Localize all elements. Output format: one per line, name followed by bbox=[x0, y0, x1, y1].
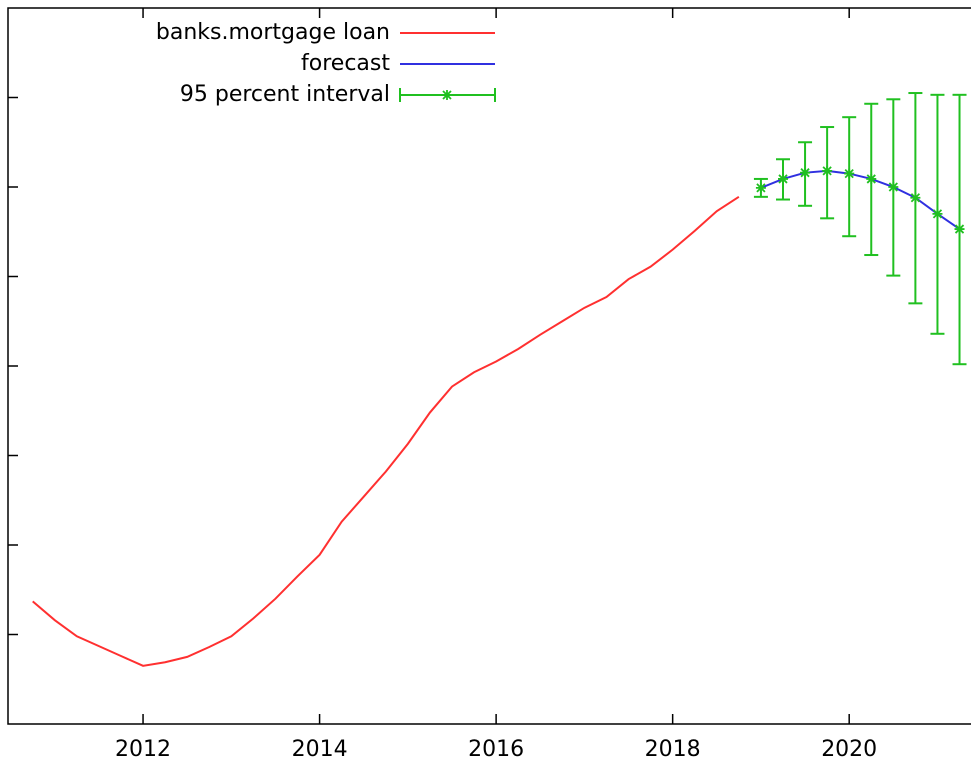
data-line bbox=[32, 196, 740, 667]
data-line bbox=[760, 169, 961, 230]
x-tick-label: 2014 bbox=[292, 737, 348, 762]
x-tick-label: 2020 bbox=[821, 737, 877, 762]
point-star bbox=[888, 182, 899, 192]
x-tick-label: 2016 bbox=[468, 737, 524, 762]
plot-frame bbox=[7, 7, 971, 725]
point-star bbox=[910, 192, 921, 203]
point-star bbox=[932, 208, 943, 219]
point-star bbox=[800, 167, 811, 178]
point-star bbox=[954, 224, 965, 235]
x-tick-label: 2018 bbox=[645, 737, 701, 762]
legend-label: banks.mortgage loan bbox=[156, 20, 390, 45]
point-star bbox=[822, 165, 833, 176]
x-tick-label: 2012 bbox=[115, 737, 171, 762]
legend-label: forecast bbox=[301, 51, 390, 76]
legend-swatch bbox=[442, 90, 452, 100]
point-star bbox=[755, 182, 766, 193]
legend-label: 95 percent interval bbox=[180, 82, 390, 107]
point-star bbox=[777, 173, 788, 184]
point-star bbox=[844, 168, 855, 179]
point-star bbox=[866, 173, 877, 184]
